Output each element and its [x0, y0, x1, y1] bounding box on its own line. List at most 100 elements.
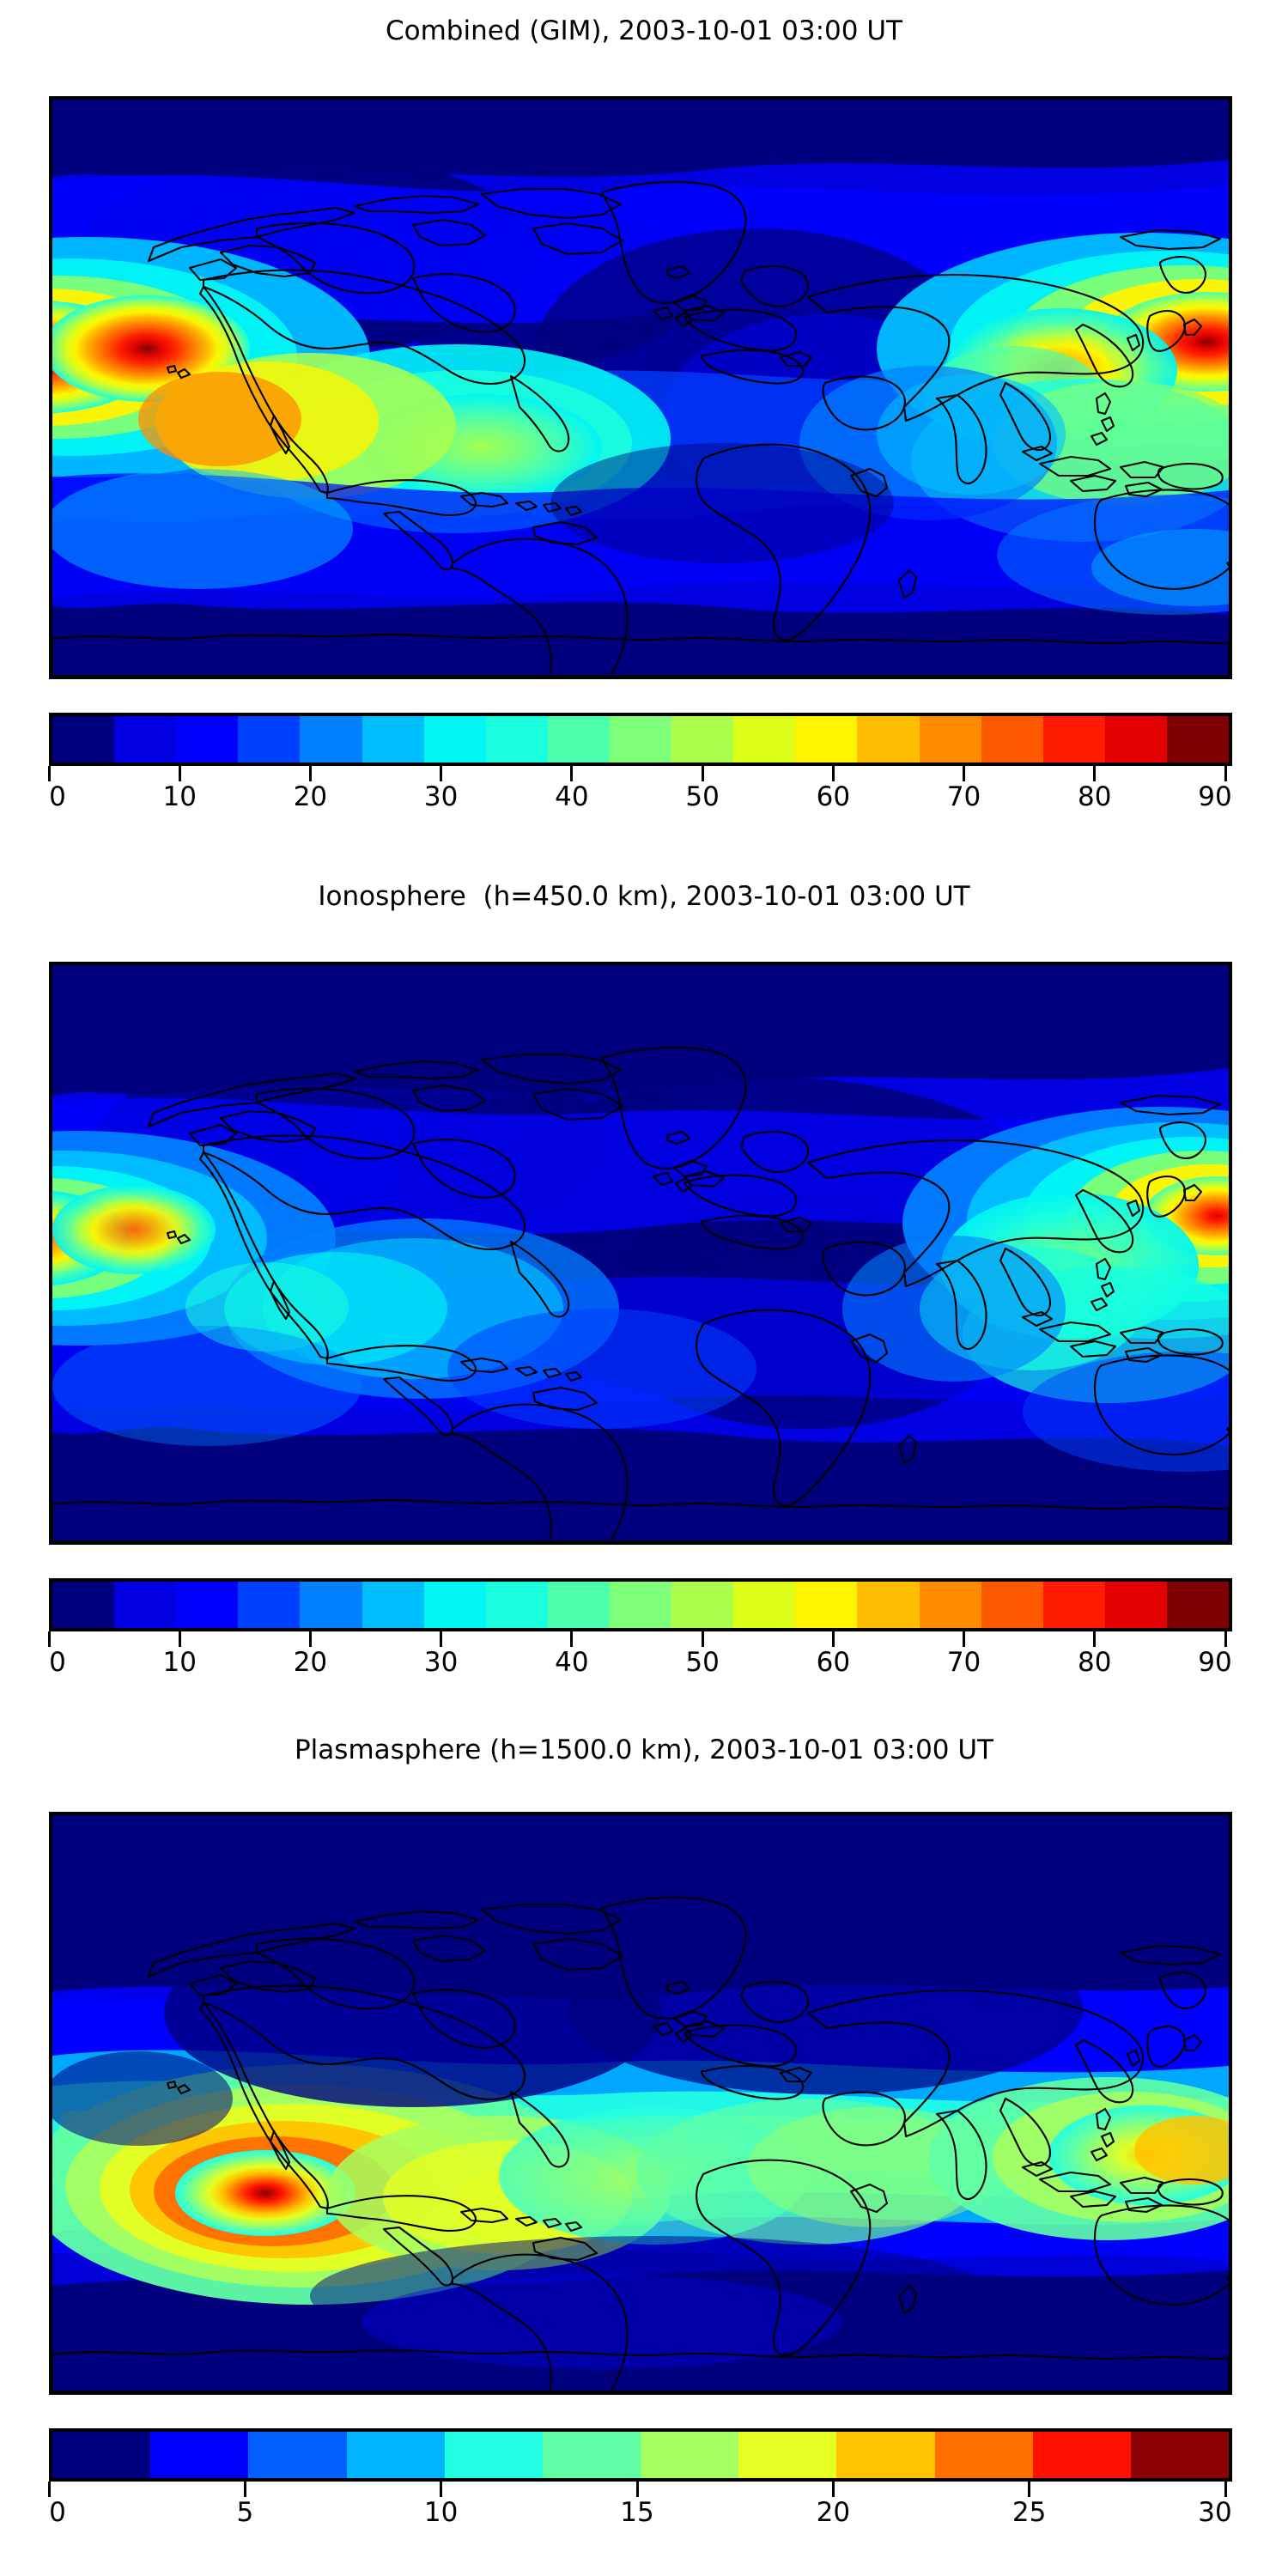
colorbar-band [52, 1582, 115, 1628]
colorbar-tick-label: 90 [1198, 1647, 1232, 1678]
colorbar-band [248, 2432, 347, 2478]
colorbar-tick-label: 10 [162, 781, 197, 812]
coastlines-plasmasphere [52, 1896, 1229, 2391]
colorbar-tick [701, 1631, 704, 1647]
colorbar-band [423, 1582, 486, 1628]
coastlines-combined-gim [52, 180, 1229, 676]
colorbar-tick [1224, 766, 1227, 781]
colorbar-tick [701, 766, 704, 781]
colorbar-ticks-ionosphere [46, 1631, 1229, 1647]
colorbar-band [423, 716, 486, 762]
colorbar-tick [831, 1631, 835, 1647]
colorbar-band [346, 2432, 445, 2478]
colorbar-tick-label: 0 [49, 2497, 66, 2528]
colorbar-tick-label: 20 [816, 2497, 851, 2528]
colorbar-band [981, 1582, 1043, 1628]
colorbar-tick [831, 766, 835, 781]
colorbar-tick-label: 60 [816, 1647, 851, 1678]
map-plasmasphere [49, 1812, 1232, 2395]
colorbar-band [609, 716, 672, 762]
colorbar-band [934, 2432, 1033, 2478]
colorbar-tick-label: 70 [946, 1647, 981, 1678]
colorbar-band [114, 1582, 177, 1628]
colorbar-tick-label: 90 [1198, 781, 1232, 812]
colorbar-combined-gim: 0 10 20 30 40 50 60 70 80 90 [47, 713, 1232, 816]
panel-title-plasmasphere: Plasmasphere (h=1500.0 km), 2003-10-01 0… [294, 1735, 993, 1765]
colorbar-labels-plasmasphere: 0 5 10 15 20 25 30 [46, 2497, 1232, 2531]
colorbar-tick-label: 30 [423, 1647, 459, 1678]
colorbar-labels-ionosphere: 0 10 20 30 40 50 60 70 80 90 [46, 1647, 1232, 1681]
colorbar-tick-label: 10 [423, 2497, 459, 2528]
colorbar-tick [47, 766, 51, 781]
colorbar-tick [440, 1631, 443, 1647]
colorbar-band [485, 1582, 548, 1628]
colorbar-band [547, 716, 610, 762]
colorbar-tick-label: 0 [49, 781, 66, 812]
colorbar-tick-label: 70 [946, 781, 981, 812]
colorbar-band [1032, 2432, 1131, 2478]
colorbar-band [795, 716, 858, 762]
colorbar-band [795, 1582, 858, 1628]
colorbar-band [176, 716, 239, 762]
colorbar-band [1130, 2432, 1230, 2478]
colorbar-ionosphere: 0 10 20 30 40 50 60 70 80 90 [47, 1578, 1232, 1681]
panel-ionosphere: Ionosphere (h=450.0 km), 2003-10-01 03:0… [0, 866, 1288, 1724]
map-canvas-ionosphere [52, 965, 1229, 1541]
colorbar-band [1104, 716, 1167, 762]
colorbar-tick [440, 2482, 443, 2497]
map-canvas-combined-gim [52, 100, 1229, 676]
colorbar-band [485, 716, 548, 762]
colorbar-tick-label: 15 [620, 2497, 654, 2528]
colorbar-band [300, 716, 362, 762]
colorbar-tick [963, 766, 966, 781]
colorbar-tick [1224, 2482, 1227, 2497]
colorbar-band [444, 2432, 543, 2478]
colorbar-band [641, 2432, 739, 2478]
colorbar-tick [570, 1631, 574, 1647]
colorbar-tick-label: 20 [293, 1647, 328, 1678]
colorbar-band [542, 2432, 641, 2478]
colorbar-tick [1093, 1631, 1097, 1647]
panel-title-combined-gim: Combined (GIM), 2003-10-01 03:00 UT [386, 15, 902, 46]
colorbar-band [150, 2432, 249, 2478]
colorbar-tick-label: 50 [685, 781, 720, 812]
colorbar-band [733, 716, 796, 762]
colorbar-band [52, 716, 115, 762]
colorbar-band [361, 1582, 424, 1628]
colorbar-tick [308, 1631, 312, 1647]
colorbar-tick [635, 2482, 639, 2497]
panel-title-ionosphere: Ionosphere (h=450.0 km), 2003-10-01 03:0… [318, 881, 970, 912]
colorbar-tick-label: 0 [49, 1647, 66, 1678]
colorbar-band [238, 1582, 301, 1628]
colorbar-gradient-combined-gim [49, 713, 1232, 766]
colorbar-tick [47, 2482, 51, 2497]
colorbar-tick-label: 40 [555, 781, 589, 812]
colorbar-band [857, 1582, 920, 1628]
colorbar-labels-combined-gim: 0 10 20 30 40 50 60 70 80 90 [46, 781, 1232, 816]
colorbar-tick [178, 1631, 181, 1647]
colorbar-tick [47, 1631, 51, 1647]
colorbar-band [1042, 1582, 1105, 1628]
colorbar-band [300, 1582, 362, 1628]
colorbar-band [671, 716, 734, 762]
colorbar-band [733, 1582, 796, 1628]
colorbar-band [1166, 1582, 1230, 1628]
colorbar-band [1042, 716, 1105, 762]
colorbar-tick-label: 25 [1012, 2497, 1047, 2528]
colorbar-tick-label: 60 [816, 781, 851, 812]
colorbar-ticks-plasmasphere [46, 2482, 1229, 2497]
colorbar-tick-label: 5 [236, 2497, 254, 2528]
colorbar-band [671, 1582, 734, 1628]
colorbar-gradient-plasmasphere [49, 2428, 1232, 2482]
colorbar-band [738, 2432, 837, 2478]
colorbar-tick [1093, 766, 1097, 781]
colorbar-tick [570, 766, 574, 781]
colorbar-ticks-combined-gim [46, 766, 1229, 781]
map-combined-gim [49, 96, 1232, 679]
colorbar-band [836, 2432, 935, 2478]
colorbar-tick [243, 2482, 246, 2497]
colorbar-band [609, 1582, 672, 1628]
colorbar-tick [308, 766, 312, 781]
colorbar-tick-label: 80 [1078, 781, 1112, 812]
